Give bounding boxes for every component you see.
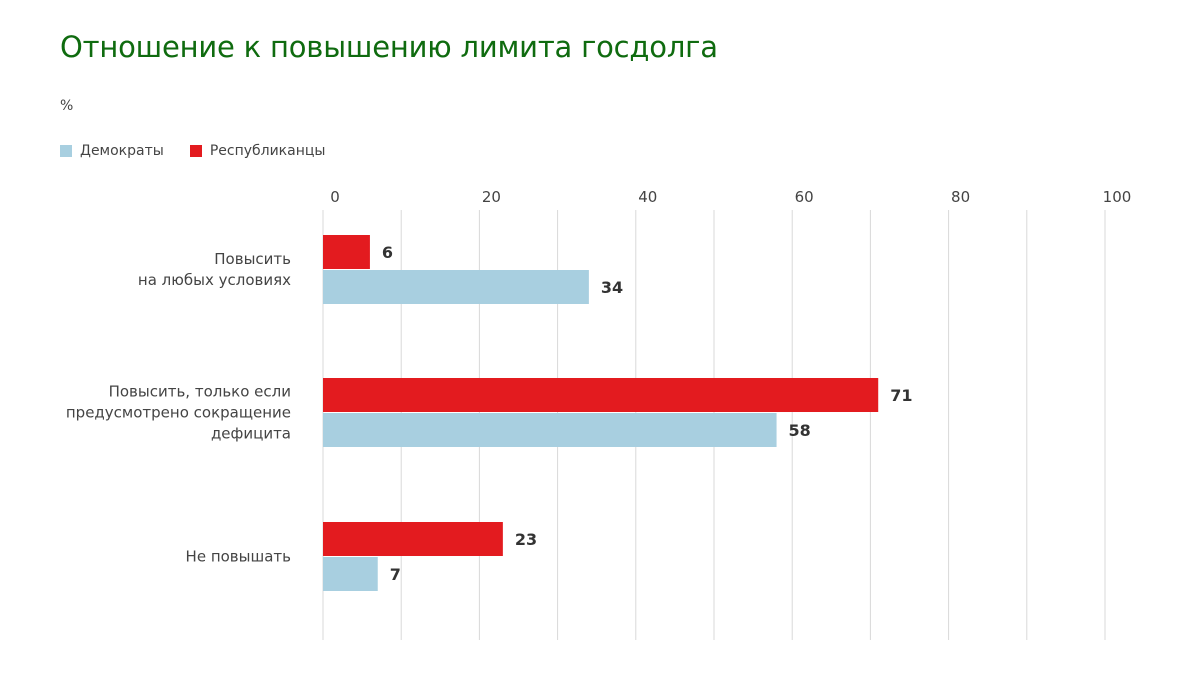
x-tick-label: 0 [330, 188, 340, 206]
data-label: 23 [515, 530, 537, 549]
legend-label-republicans: Республиканцы [209, 143, 326, 159]
bar-republicans [323, 378, 879, 412]
data-label: 7 [390, 565, 401, 584]
bar-republicans [323, 522, 503, 556]
data-label: 34 [601, 278, 623, 297]
legend-label-democrats: Демократы [80, 143, 164, 159]
x-tick-label: 60 [795, 188, 814, 206]
bar-democrats [323, 270, 589, 304]
legend-item-democrats: Демократы [60, 143, 164, 159]
data-label: 58 [789, 421, 811, 440]
bar-democrats [323, 557, 378, 591]
x-tick-label: 40 [638, 188, 657, 206]
bar-democrats [323, 413, 777, 447]
unit-label: % [60, 98, 74, 114]
chart-title: Отношение к повышению лимита госдолга [60, 30, 718, 64]
x-tick-label: 80 [951, 188, 970, 206]
legend-item-republicans: Республиканцы [189, 143, 326, 159]
category-label: Повысить на любых условиях [138, 250, 291, 289]
category-label: Не повышать [186, 548, 291, 566]
bar-republicans [323, 235, 370, 269]
x-tick-label: 100 [1103, 188, 1132, 206]
x-tick-label: 20 [482, 188, 501, 206]
legend: Демократы Республиканцы [60, 143, 325, 159]
legend-swatch-democrats [60, 145, 72, 157]
category-label: Повысить, только если предусмотрено сокра… [66, 383, 291, 443]
legend-swatch-republicans [189, 145, 202, 157]
data-label: 6 [382, 243, 393, 262]
data-label: 71 [890, 386, 912, 405]
